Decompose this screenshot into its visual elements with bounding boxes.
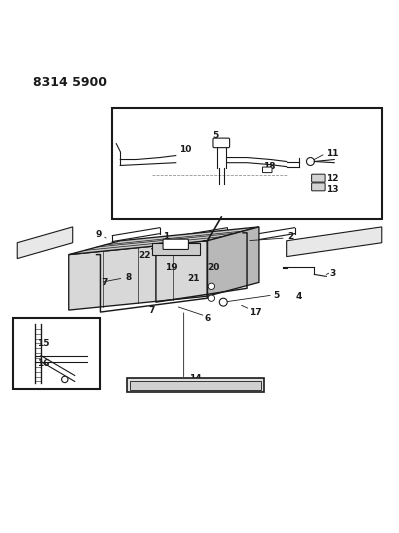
Text: 7: 7 [101,278,108,287]
FancyBboxPatch shape [127,378,264,392]
Polygon shape [207,227,259,296]
Text: 20: 20 [207,263,219,272]
Polygon shape [69,227,259,255]
FancyBboxPatch shape [213,138,229,148]
Text: 18: 18 [263,161,275,171]
Text: 15: 15 [37,340,49,348]
Text: UNLEADED GASOLINE ONLY: UNLEADED GASOLINE ONLY [152,383,239,388]
Text: 3: 3 [329,269,335,278]
Text: 1: 1 [163,232,169,241]
Text: 17: 17 [249,308,261,317]
Polygon shape [286,227,382,256]
Circle shape [208,283,215,289]
FancyBboxPatch shape [263,167,272,173]
Polygon shape [69,241,207,310]
Bar [113,108,382,219]
Text: 2: 2 [288,232,294,241]
Circle shape [306,158,314,165]
Text: 21: 21 [187,274,200,283]
Polygon shape [17,227,73,259]
FancyBboxPatch shape [130,381,261,390]
Text: 4: 4 [295,292,302,301]
Text: 5: 5 [274,290,280,300]
Bar [152,243,200,255]
Text: 7: 7 [149,305,155,314]
Text: 16: 16 [37,359,49,368]
Text: 12: 12 [326,174,338,183]
Circle shape [219,298,227,306]
FancyBboxPatch shape [312,183,325,191]
Text: 10: 10 [180,145,192,154]
Circle shape [208,295,215,301]
Text: 9: 9 [95,230,102,238]
FancyBboxPatch shape [163,239,188,249]
Text: 19: 19 [166,263,178,272]
Text: 13: 13 [326,185,338,193]
Bar [13,318,101,389]
FancyBboxPatch shape [312,174,325,182]
Text: 8314 5900: 8314 5900 [33,76,107,89]
Circle shape [61,376,68,383]
Text: 11: 11 [326,149,338,158]
Text: 8: 8 [125,273,131,282]
Text: 6: 6 [204,313,211,322]
Text: 5: 5 [212,131,219,140]
Text: 14: 14 [189,374,202,383]
Text: 22: 22 [138,251,150,260]
